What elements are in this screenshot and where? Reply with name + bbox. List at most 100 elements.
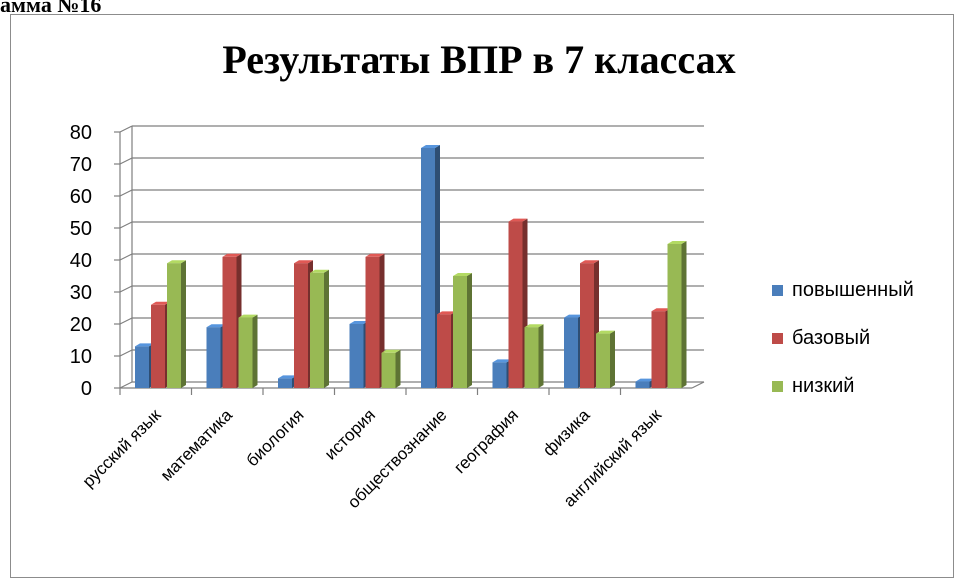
gridline-depth (119, 189, 133, 197)
bar-top (151, 301, 170, 305)
bar-front (381, 352, 396, 388)
legend-swatch (772, 381, 783, 392)
category-label: русский язык (79, 405, 165, 491)
chart-title: Результаты ВПР в 7 классах (222, 37, 736, 82)
legend-swatch (772, 333, 783, 344)
bar-top (222, 253, 242, 257)
bar-top (238, 314, 258, 318)
y-tick-label: 70 (70, 154, 92, 176)
y-tick-label: 50 (70, 218, 92, 240)
bar-front (349, 324, 364, 388)
bar-низкий-история (381, 349, 401, 388)
bar-side (467, 273, 472, 388)
bar-top (381, 349, 401, 353)
bar-front (651, 311, 666, 388)
y-tick-label: 10 (70, 346, 92, 368)
bar-side (395, 349, 401, 388)
legend: повышенный базовый низкий (772, 279, 914, 397)
bar-front (453, 276, 467, 388)
bars (135, 145, 687, 388)
bar-front (564, 317, 578, 388)
bar-top (492, 359, 512, 363)
bar-front (508, 221, 523, 388)
gridline-depth (119, 317, 133, 325)
bar-top (421, 145, 440, 148)
bar-front (222, 256, 237, 388)
category-label: математика (157, 405, 237, 485)
bar-front (151, 304, 165, 388)
gridline-depth (119, 221, 133, 229)
bar-top (167, 260, 186, 264)
gridline-depth (119, 253, 133, 261)
bar-side (610, 330, 615, 388)
bar-top (524, 324, 544, 328)
bar-front (492, 362, 507, 388)
legend-item-базовый: базовый (772, 327, 870, 349)
bar-top (135, 343, 154, 347)
floor-edge (691, 381, 705, 389)
category-label: география (450, 405, 522, 477)
bar-front (238, 317, 253, 388)
legend-label: низкий (792, 375, 854, 397)
bar-front (667, 244, 682, 388)
bar-side (324, 269, 329, 388)
bar-top (310, 269, 329, 273)
bar-низкий-математика (238, 314, 258, 388)
category-label: физика (539, 405, 594, 460)
bar-top (508, 218, 528, 222)
legend-swatch (772, 285, 783, 296)
bar-front (278, 378, 292, 388)
bar-низкий-английский-язык (667, 241, 687, 388)
bar-front (635, 381, 650, 388)
gridline-depth (119, 157, 133, 165)
axes (114, 126, 705, 395)
bar-базовый-физика (580, 260, 599, 388)
legend-label: базовый (792, 327, 870, 349)
bar-front (310, 272, 324, 388)
legend-item-низкий: низкий (772, 375, 854, 397)
bar-низкий-география (524, 324, 544, 388)
bar-side (252, 314, 258, 388)
bar-top (437, 311, 456, 315)
y-tick-label: 20 (70, 314, 92, 336)
category-label: история (321, 405, 379, 463)
bar-низкий-обществознание (453, 273, 472, 388)
y-tick-label: 40 (70, 250, 92, 272)
bar-низкий-русский-язык (167, 260, 186, 388)
bar-повышенный-обществознание (421, 145, 440, 388)
y-tick-label: 0 (81, 378, 92, 400)
bar-front (421, 148, 435, 388)
legend-item-повышенный: повышенный (772, 279, 914, 301)
bar-top (453, 273, 472, 276)
bar-side (181, 260, 186, 388)
bar-top (580, 260, 599, 264)
bar-front (524, 327, 539, 388)
bar-top (564, 314, 583, 318)
y-tick-label: 30 (70, 282, 92, 304)
bar-top (651, 308, 671, 312)
gridline-depth (119, 349, 133, 357)
y-tick-labels: 0 10 20 30 40 50 60 70 80 (70, 122, 92, 400)
bar-front (135, 346, 149, 388)
bar-top (365, 253, 385, 257)
bar-front (596, 333, 610, 388)
bar-top (596, 330, 615, 334)
legend-label: повышенный (792, 279, 914, 301)
y-tick-label: 80 (70, 122, 92, 144)
bar-базовый-история (365, 253, 385, 388)
gridline-depth (119, 125, 133, 133)
bar-top (278, 375, 297, 379)
bar-top (206, 324, 226, 328)
bar-front (580, 263, 594, 388)
gridline-depth (119, 285, 133, 293)
bar-top (635, 378, 655, 382)
bar-side (681, 241, 687, 388)
bar-front (206, 327, 221, 388)
category-label: биология (243, 405, 308, 470)
bar-top (667, 241, 687, 244)
bar-top (294, 260, 313, 264)
bar-front (437, 314, 451, 388)
bar-side (538, 324, 544, 388)
bar-front (167, 263, 181, 388)
